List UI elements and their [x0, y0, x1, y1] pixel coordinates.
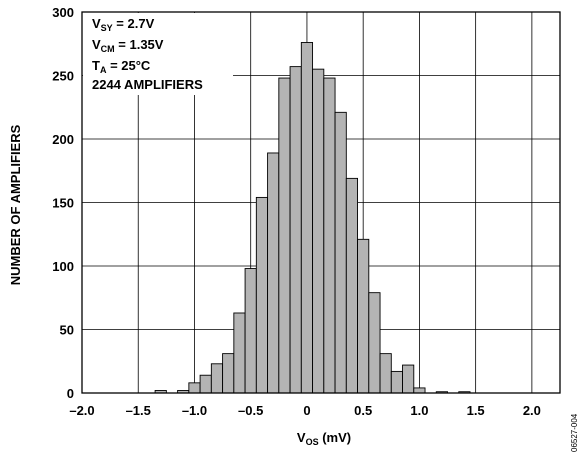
x-tick-label: 1.5 — [467, 403, 485, 418]
histogram-bar — [289, 66, 302, 394]
histogram-bar — [222, 353, 235, 394]
histogram-bar — [255, 196, 269, 394]
y-tick-label: 100 — [52, 259, 74, 274]
x-tick-label: 2.0 — [523, 403, 541, 418]
y-tick-label: 200 — [52, 132, 74, 147]
x-tick-label: –0.5 — [238, 403, 263, 418]
histogram-bar — [188, 382, 201, 394]
histogram-bar — [267, 152, 280, 394]
histogram-bar — [323, 77, 336, 394]
histogram-bar — [278, 77, 291, 394]
y-tick-label: 150 — [52, 196, 74, 211]
histogram-bar — [199, 374, 212, 394]
histogram-bar — [413, 387, 426, 394]
histogram-bar — [390, 370, 403, 394]
histogram-bar — [368, 292, 381, 394]
histogram-bar — [334, 111, 347, 394]
annotation-line-1: VSY = 2.7V — [92, 16, 155, 33]
y-tick-label: 0 — [67, 386, 74, 401]
bars-group — [154, 42, 471, 394]
histogram-bar — [244, 268, 257, 394]
y-tick-label: 50 — [60, 323, 74, 338]
y-axis-title: NUMBER OF AMPLIFIERS — [8, 124, 23, 285]
plot-frame — [81, 11, 561, 394]
figure-id: 06527-004 — [570, 413, 579, 452]
histogram-bar — [300, 42, 314, 394]
x-tick-label: 0 — [303, 403, 310, 418]
x-tick-labels: –2.0 –1.5 –1.0 –0.5 0 0.5 1.0 1.5 2.0 — [69, 403, 541, 418]
histogram-bar — [345, 177, 359, 394]
histogram-bar — [210, 363, 224, 394]
histogram-bar — [379, 353, 392, 394]
x-tick-label: –1.0 — [182, 403, 207, 418]
annotation-box — [83, 13, 233, 95]
annotation-line-2: VCM = 1.35V — [92, 37, 164, 54]
histogram-bar — [312, 68, 325, 394]
histogram-bar — [357, 238, 370, 394]
x-tick-label: 1.0 — [410, 403, 428, 418]
x-tick-label: 0.5 — [354, 403, 372, 418]
x-tick-label: –1.5 — [126, 403, 151, 418]
y-tick-labels: 0 50 100 150 200 250 300 — [52, 5, 74, 401]
histogram-bar — [402, 364, 415, 394]
annotation-line-4: 2244 AMPLIFIERS — [92, 77, 203, 92]
x-axis-title: VOS (mV) — [297, 430, 351, 447]
annotation-line-3: TA = 25°C — [92, 58, 151, 75]
x-tick-label: –2.0 — [69, 403, 94, 418]
y-tick-label: 250 — [52, 69, 74, 84]
histogram-bar — [233, 312, 246, 394]
y-tick-label: 300 — [52, 5, 74, 20]
